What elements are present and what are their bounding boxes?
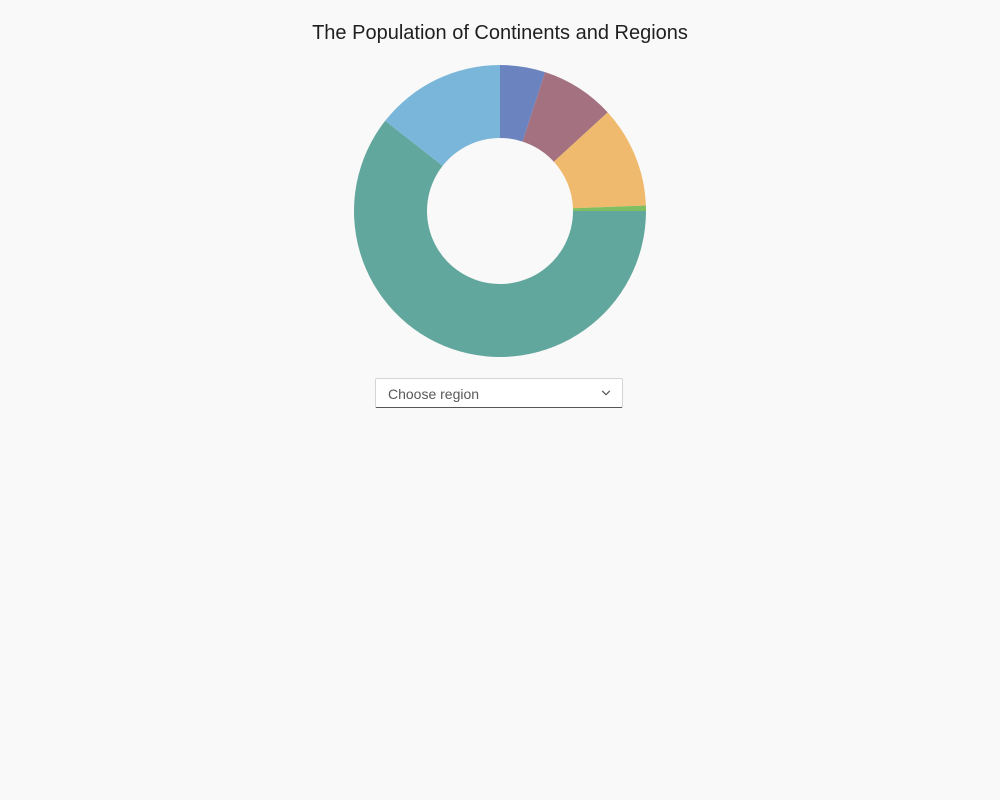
region-dropdown[interactable]: Choose region	[375, 378, 623, 408]
donut-chart[interactable]	[350, 61, 650, 361]
donut-slices[interactable]	[354, 65, 646, 357]
chevron-down-icon	[601, 390, 611, 396]
donut-slice-5[interactable]	[354, 120, 646, 357]
donut-slice-4[interactable]	[572, 205, 646, 211]
donut-slice-6[interactable]	[385, 65, 500, 166]
region-dropdown-placeholder: Choose region	[388, 386, 480, 402]
donut-slice-3[interactable]	[553, 112, 646, 209]
chart-title: The Population of Continents and Regions	[312, 22, 688, 44]
donut-slice-1[interactable]	[500, 65, 546, 142]
donut-slice-2[interactable]	[522, 72, 608, 162]
